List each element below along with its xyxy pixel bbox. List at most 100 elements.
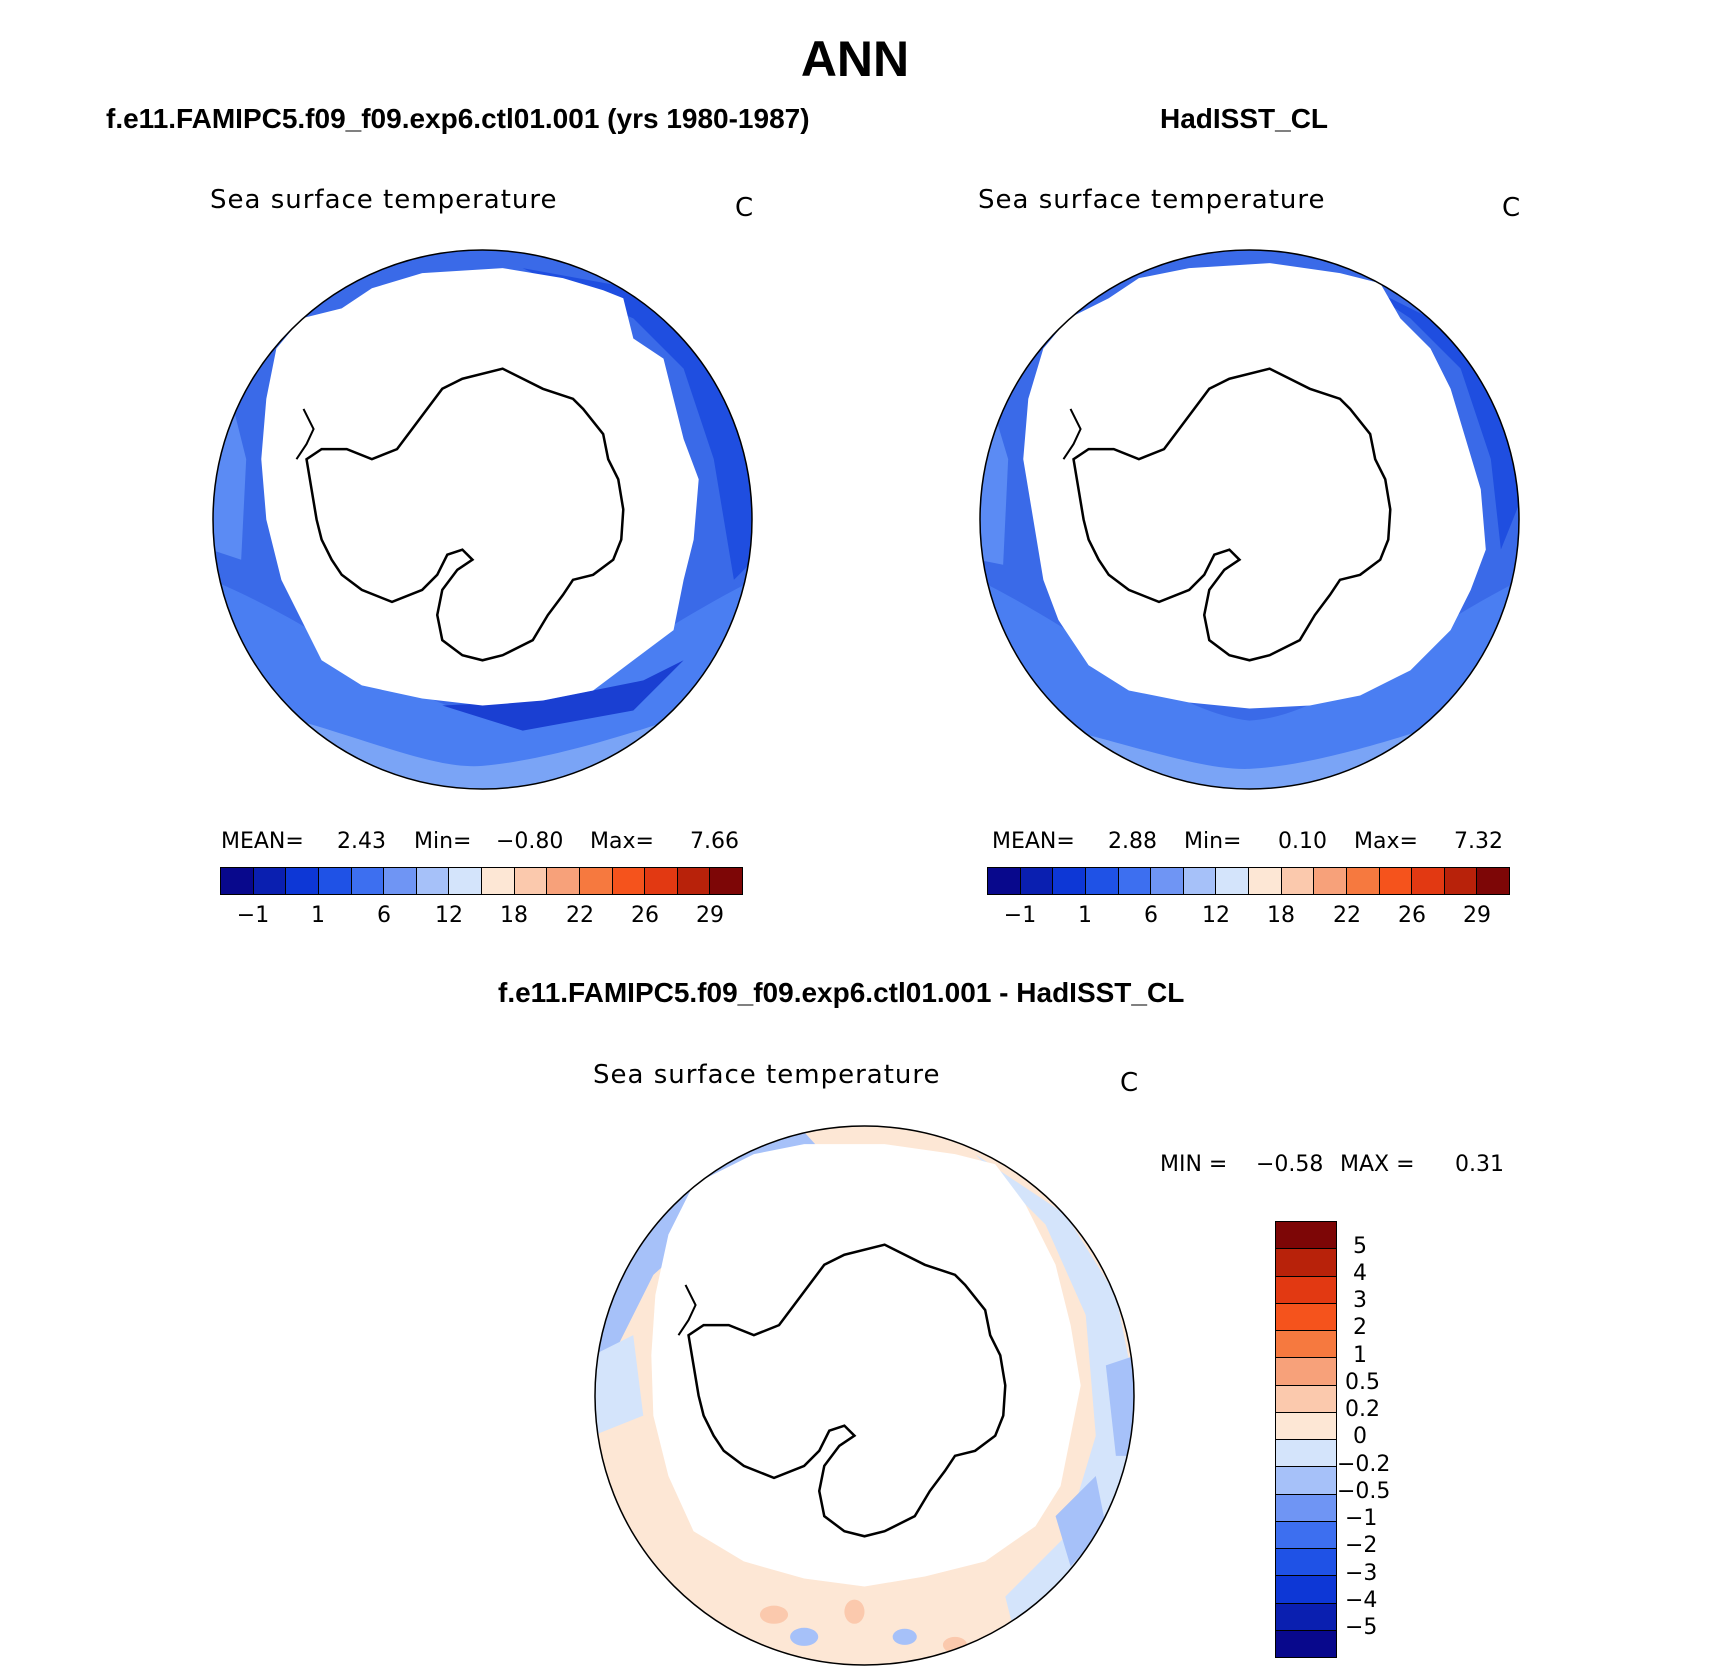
panel3-case-title: f.e11.FAMIPC5.f09_f09.exp6.ctl01.001 - H… — [498, 977, 1185, 1008]
colorbar-cell — [988, 868, 1021, 894]
panel1-tick: 12 — [435, 903, 463, 928]
colorbar-cell — [351, 868, 385, 894]
colorbar-cell — [1085, 868, 1119, 894]
panel1-tick: 22 — [566, 903, 594, 928]
panel1-mean-label: MEAN= — [221, 829, 304, 854]
panel2-case-title: HadISST_CL — [1160, 103, 1329, 134]
panel2-tick: 26 — [1398, 903, 1426, 928]
panel3-variable-label: Sea surface temperature — [593, 1060, 941, 1090]
colorbar-cell — [1379, 868, 1413, 894]
colorbar-cell — [1276, 1549, 1336, 1577]
colorbar-cell — [318, 868, 352, 894]
colorbar-cell — [1477, 868, 1509, 894]
panel2-tick: 29 — [1463, 903, 1491, 928]
panel1-tick: 18 — [500, 903, 528, 928]
panel2-mean-label: MEAN= — [992, 829, 1075, 854]
colorbar-cell — [1412, 868, 1445, 894]
panel1-tick: 26 — [631, 903, 659, 928]
panel2-tick: 12 — [1202, 903, 1230, 928]
colorbar-cell — [1216, 868, 1249, 894]
colorbar-cell — [1276, 1303, 1336, 1331]
panel2-tick: 18 — [1267, 903, 1295, 928]
colorbar-cell — [1276, 1576, 1336, 1604]
panel1-min-value: −0.80 — [496, 829, 564, 854]
panel1-case-title: f.e11.FAMIPC5.f09_f09.exp6.ctl01.001 (yr… — [106, 103, 810, 134]
panel3-tick: 1 — [1353, 1343, 1367, 1368]
colorbar-cell — [1020, 868, 1054, 894]
panel1-mean-value: 2.43 — [337, 829, 386, 854]
panel2-units-label: C — [1502, 193, 1521, 223]
colorbar-cell — [1276, 1440, 1336, 1468]
colorbar-cell — [1276, 1249, 1336, 1277]
panel3-tick: 3 — [1353, 1288, 1367, 1313]
panel2-min-value: 0.10 — [1278, 829, 1327, 854]
panel3-units-label: C — [1120, 1068, 1139, 1098]
panel3-tick: −2 — [1345, 1533, 1378, 1558]
panel3-tick: −3 — [1345, 1561, 1378, 1586]
plot-title: ANN — [800, 31, 910, 87]
colorbar-cell — [1276, 1358, 1336, 1386]
colorbar-cell — [710, 868, 742, 894]
colorbar-cell — [1276, 1385, 1336, 1413]
colorbar-cell — [221, 868, 254, 894]
panel3-tick: 2 — [1353, 1315, 1367, 1340]
colorbar-cell — [1249, 868, 1282, 894]
colorbar-cell — [1276, 1521, 1336, 1549]
colorbar-cell — [612, 868, 646, 894]
panel3-tick: 5 — [1353, 1234, 1367, 1259]
colorbar-cell — [1183, 868, 1217, 894]
colorbar-cell — [1346, 868, 1380, 894]
colorbar-cell — [1118, 868, 1152, 894]
colorbar-cell — [1276, 1467, 1336, 1495]
colorbar-cell — [579, 868, 613, 894]
colorbar-cell — [1276, 1412, 1336, 1440]
colorbar-cell — [1151, 868, 1184, 894]
colorbar-cell — [1276, 1603, 1336, 1631]
panel3-tick: −1 — [1345, 1506, 1378, 1531]
panel3-tick: 0 — [1353, 1424, 1367, 1449]
panel3-max-label: MAX = — [1340, 1152, 1415, 1177]
panel2-tick: 22 — [1333, 903, 1361, 928]
panel3-max-value: 0.31 — [1455, 1152, 1504, 1177]
panel1-variable-label: Sea surface temperature — [210, 185, 558, 215]
panel3-min-label: MIN = — [1160, 1152, 1228, 1177]
panel2-mean-value: 2.88 — [1108, 829, 1157, 854]
panel2-max-value: 7.32 — [1454, 829, 1503, 854]
panel2-tick: −1 — [1003, 903, 1037, 928]
panel1-units-label: C — [735, 193, 754, 223]
colorbar-cell — [677, 868, 711, 894]
colorbar-cell — [1276, 1630, 1336, 1657]
colorbar-cell — [286, 868, 319, 894]
panel2-variable-label: Sea surface temperature — [978, 185, 1326, 215]
colorbar-cell — [416, 868, 450, 894]
colorbar-cell — [482, 868, 515, 894]
panel1-colorbar — [220, 867, 743, 895]
colorbar-cell — [514, 868, 548, 894]
panel1-max-label: Max= — [590, 829, 654, 854]
panel1-min-label: Min= — [414, 829, 472, 854]
panel3-tick: −0.5 — [1337, 1479, 1391, 1504]
panel2-tick: 6 — [1144, 903, 1158, 928]
panel1-max-value: 7.66 — [690, 829, 739, 854]
panel1-tick: 29 — [696, 903, 724, 928]
colorbar-cell — [1276, 1331, 1336, 1359]
panel3-colorbar — [1275, 1221, 1337, 1658]
panel2-map — [979, 249, 1520, 790]
panel1-tick: 1 — [311, 903, 325, 928]
colorbar-cell — [449, 868, 482, 894]
colorbar-cell — [384, 868, 417, 894]
panel2-max-label: Max= — [1354, 829, 1418, 854]
panel2-min-label: Min= — [1184, 829, 1242, 854]
colorbar-cell — [1314, 868, 1347, 894]
colorbar-cell — [1276, 1276, 1336, 1304]
panel2-tick: 1 — [1078, 903, 1092, 928]
panel3-tick: −4 — [1345, 1588, 1378, 1613]
colorbar-cell — [1281, 868, 1315, 894]
colorbar-cell — [1276, 1222, 1336, 1250]
panel3-map — [594, 1125, 1135, 1666]
panel3-tick: 4 — [1353, 1261, 1367, 1286]
colorbar-cell — [645, 868, 678, 894]
panel1-tick: −1 — [236, 903, 270, 928]
panel3-tick: 0.2 — [1345, 1397, 1380, 1422]
panel2-colorbar — [987, 867, 1510, 895]
